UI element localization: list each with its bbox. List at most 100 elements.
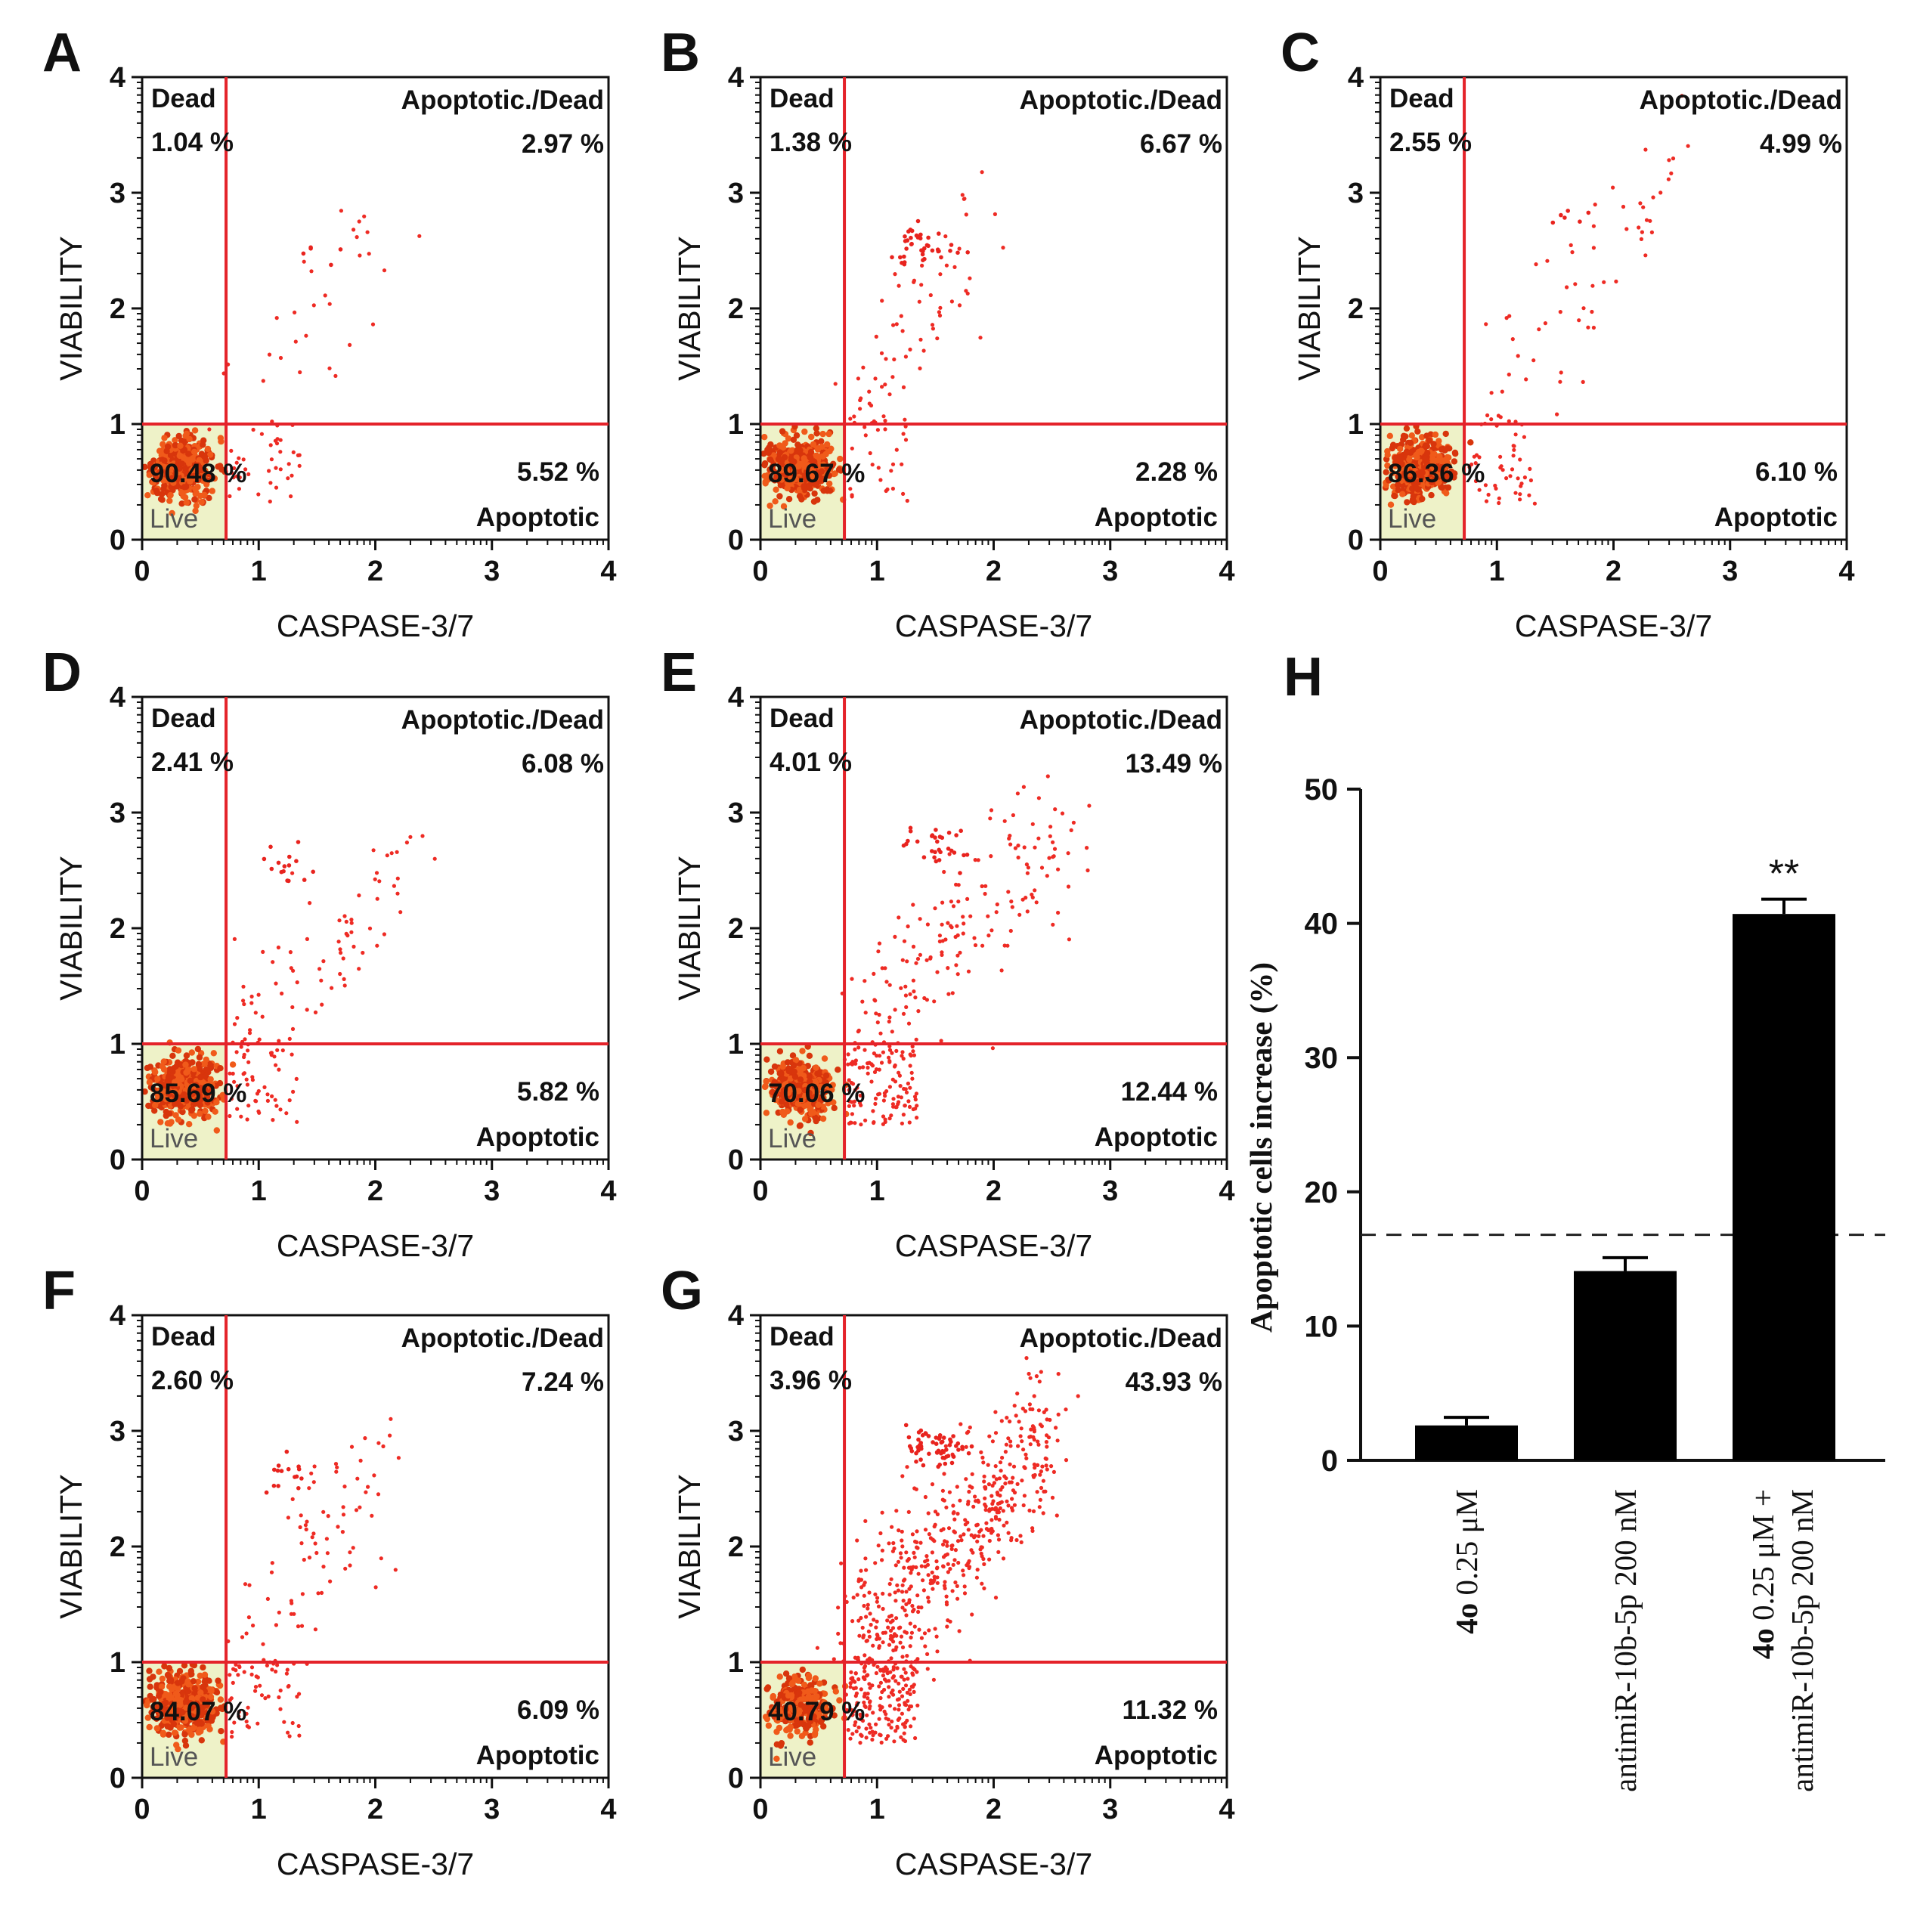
scatter-point [853,1671,858,1676]
scatter-point [228,494,232,499]
scatter-point [866,1065,870,1070]
scatter-point [1565,285,1569,289]
scatter-point [894,1633,899,1638]
scatter-point [892,1739,897,1744]
scatter-point [938,305,943,310]
scatter-point [887,1015,892,1020]
scatter-point [1009,1506,1014,1510]
x-tick-label: 4 [600,1794,616,1825]
scatter-point [761,434,768,441]
live-percent: 70.06 % [768,1079,865,1108]
scatter-point [937,231,941,236]
scatter-point [144,1064,151,1072]
y-tick-label: 1 [728,409,744,441]
scatter-point [946,921,950,925]
scatter-point [991,1499,996,1503]
scatter-point [232,937,237,941]
scatter-point [876,949,881,954]
scatter-point [980,943,985,948]
scatter-point [920,263,924,268]
y-tick-label: 1 [110,1029,125,1060]
scatter-point [1012,1491,1017,1495]
scatter-point [914,1037,918,1042]
scatter-point [1014,1413,1018,1418]
scatter-point [912,1689,916,1694]
scatter-point [883,427,887,432]
live-label: Live [768,1124,816,1153]
scatter-point [890,462,896,466]
scatter-point [212,1108,218,1115]
scatter-point [319,978,324,983]
scatter-point [1031,1509,1036,1513]
scatter-point [169,1052,176,1060]
scatter-point [1045,1433,1049,1438]
x-tick-label: 0 [752,556,768,587]
scatter-point [900,329,905,333]
scatter-point [1403,425,1411,432]
scatter-point [970,1612,974,1617]
scatter-point [863,1011,868,1015]
scatter-point [250,1078,255,1082]
scatter-point [367,252,371,256]
scatter-point [159,1729,167,1736]
scatter-point [870,463,875,467]
scatter-point [352,944,356,949]
scatter-point [363,1436,367,1441]
scatter-point [871,1733,875,1738]
scatter-point [349,930,354,934]
scatter-point [874,1625,878,1630]
scatter-point [860,999,865,1004]
scatter-point [334,1469,339,1474]
scatter-point [188,1670,195,1678]
scatter-point [942,869,946,875]
scatter-point [167,491,174,499]
scatter-point [1051,840,1055,844]
scatter-point [891,1097,896,1101]
y-axis-title: VIABILITY [1292,236,1327,380]
scatter-point [921,855,927,859]
scatter-point [274,485,279,490]
scatter-point [166,497,173,504]
scatter-point [1021,785,1026,789]
scatter-point [874,1670,878,1676]
scatter-point [912,989,916,994]
scatter-point [1005,1520,1009,1525]
scatter-point [1001,1509,1005,1513]
scatter-point [970,1485,974,1490]
scatter-point [1001,1556,1006,1561]
scatter-point [161,1663,168,1670]
x-tick-label: 1 [251,556,267,587]
scatter-point [1054,1426,1058,1430]
scatter-point [317,967,322,971]
scatter-point [878,1695,883,1701]
scatter-point [928,1578,934,1583]
y-tick-label: 4 [728,682,744,714]
scatter-point [808,433,815,441]
scatter-point [286,1516,290,1520]
scatter-point [253,1685,259,1689]
scatter-point [958,828,963,833]
scatter-point [1005,1499,1009,1503]
y-tick-label: 4 [110,1300,125,1332]
scatter-point [308,245,313,250]
scatter-point [1005,1416,1009,1420]
scatter-point [893,1590,897,1595]
scatter-point [832,1657,836,1661]
scatter-point [1008,1420,1012,1424]
scatter-point [164,1671,172,1679]
scatter-point [1047,856,1051,860]
scatter-point [864,1726,869,1731]
scatter-point [887,1060,892,1064]
scatter-point [274,316,279,320]
scatter-point [881,414,886,419]
scatter-point [298,1525,302,1530]
scatter-point [913,1539,918,1544]
scatter-point [896,1559,901,1564]
scatter-point [295,980,299,985]
scatter-point [994,910,999,915]
scatter-point [330,986,334,990]
scatter-point [265,1098,270,1103]
scatter-point [183,430,190,437]
live-percent: 86.36 % [1388,459,1485,488]
scatter-point [237,475,242,480]
